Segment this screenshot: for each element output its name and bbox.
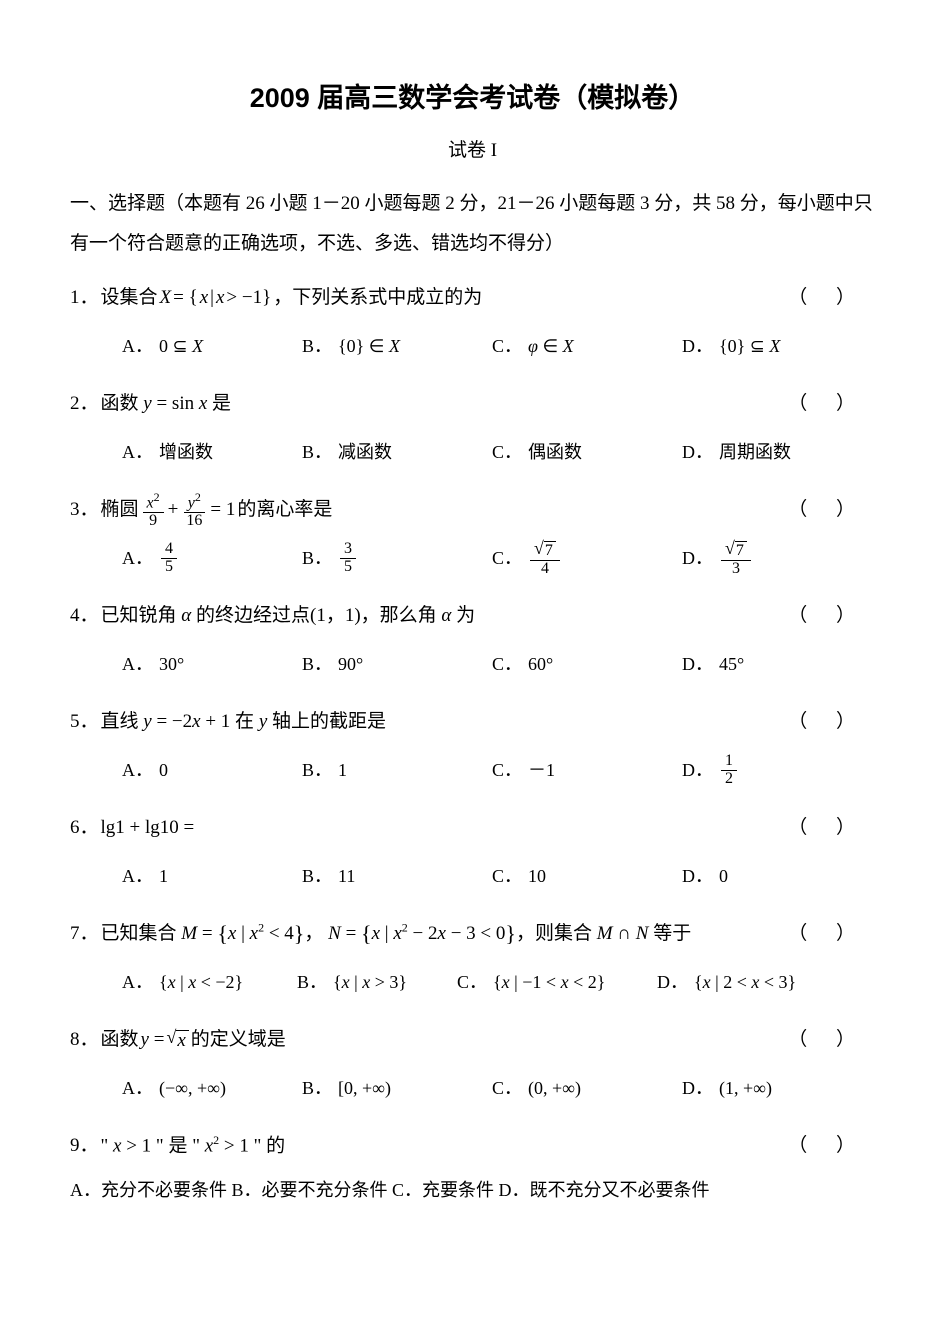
answer-paren: （ ）	[788, 815, 875, 842]
q1-text2: ，下列关系式中成立的为	[273, 285, 482, 312]
section-instructions: 一、选择题（本题有 26 小题 1－20 小题每题 2 分，21－26 小题每题…	[70, 184, 875, 264]
answer-paren: （ ）	[788, 1027, 875, 1054]
q3-num: 3．	[70, 497, 99, 524]
answer-paren: （ ）	[788, 285, 875, 312]
question-1: 1． 设集合 X = {x | x > −1} ，下列关系式中成立的为 （ ） …	[70, 276, 875, 370]
question-7: 7． 已知集合 M = {x | x2 < 4}， N = {x | x2 − …	[70, 912, 875, 1006]
page-title: 2009 届高三数学会考试卷（模拟卷）	[70, 80, 875, 118]
question-5: 5． 直线 y = −2x + 1 在 y 轴上的截距是 （ ） A．0 B．1…	[70, 700, 875, 794]
answer-paren: （ ）	[788, 391, 875, 418]
q2-num: 2．	[70, 391, 99, 418]
question-4: 4． 已知锐角 α 的终边经过点(1，1)，那么角 α 为 （ ） A．30° …	[70, 594, 875, 688]
question-3: 3． 椭圆 x29 + y216 = 1 的离心率是 （ ） A．45 B．35…	[70, 488, 875, 582]
q1-text1: 设集合	[101, 285, 158, 312]
q6-num: 6．	[70, 815, 99, 842]
answer-paren: （ ）	[788, 497, 875, 524]
question-2: 2． 函数 y = sin x 是 （ ） A．增函数 B．减函数 C．偶函数 …	[70, 382, 875, 476]
answer-paren: （ ）	[788, 921, 875, 948]
q5-num: 5．	[70, 709, 99, 736]
q9-options: A．充分不必要条件 B．必要不充分条件 C．充要条件 D．既不充分又不必要条件	[70, 1178, 875, 1203]
q9-num: 9．	[70, 1133, 99, 1160]
q4-num: 4．	[70, 603, 99, 630]
question-9: 9． " x > 1 " 是 " x2 > 1 " 的 （ ） A．充分不必要条…	[70, 1124, 875, 1203]
q7-num: 7．	[70, 921, 99, 948]
answer-paren: （ ）	[788, 709, 875, 736]
subtitle: 试卷 I	[70, 138, 875, 165]
question-8: 8． 函数 y = √x 的定义域是 （ ） A．(−∞, +∞) B．[0, …	[70, 1018, 875, 1112]
q8-num: 8．	[70, 1027, 99, 1054]
q1-num: 1．	[70, 285, 99, 312]
answer-paren: （ ）	[788, 603, 875, 630]
question-6: 6． lg1 + lg10 = （ ） A．1 B．11 C．10 D．0	[70, 806, 875, 900]
answer-paren: （ ）	[788, 1133, 875, 1160]
